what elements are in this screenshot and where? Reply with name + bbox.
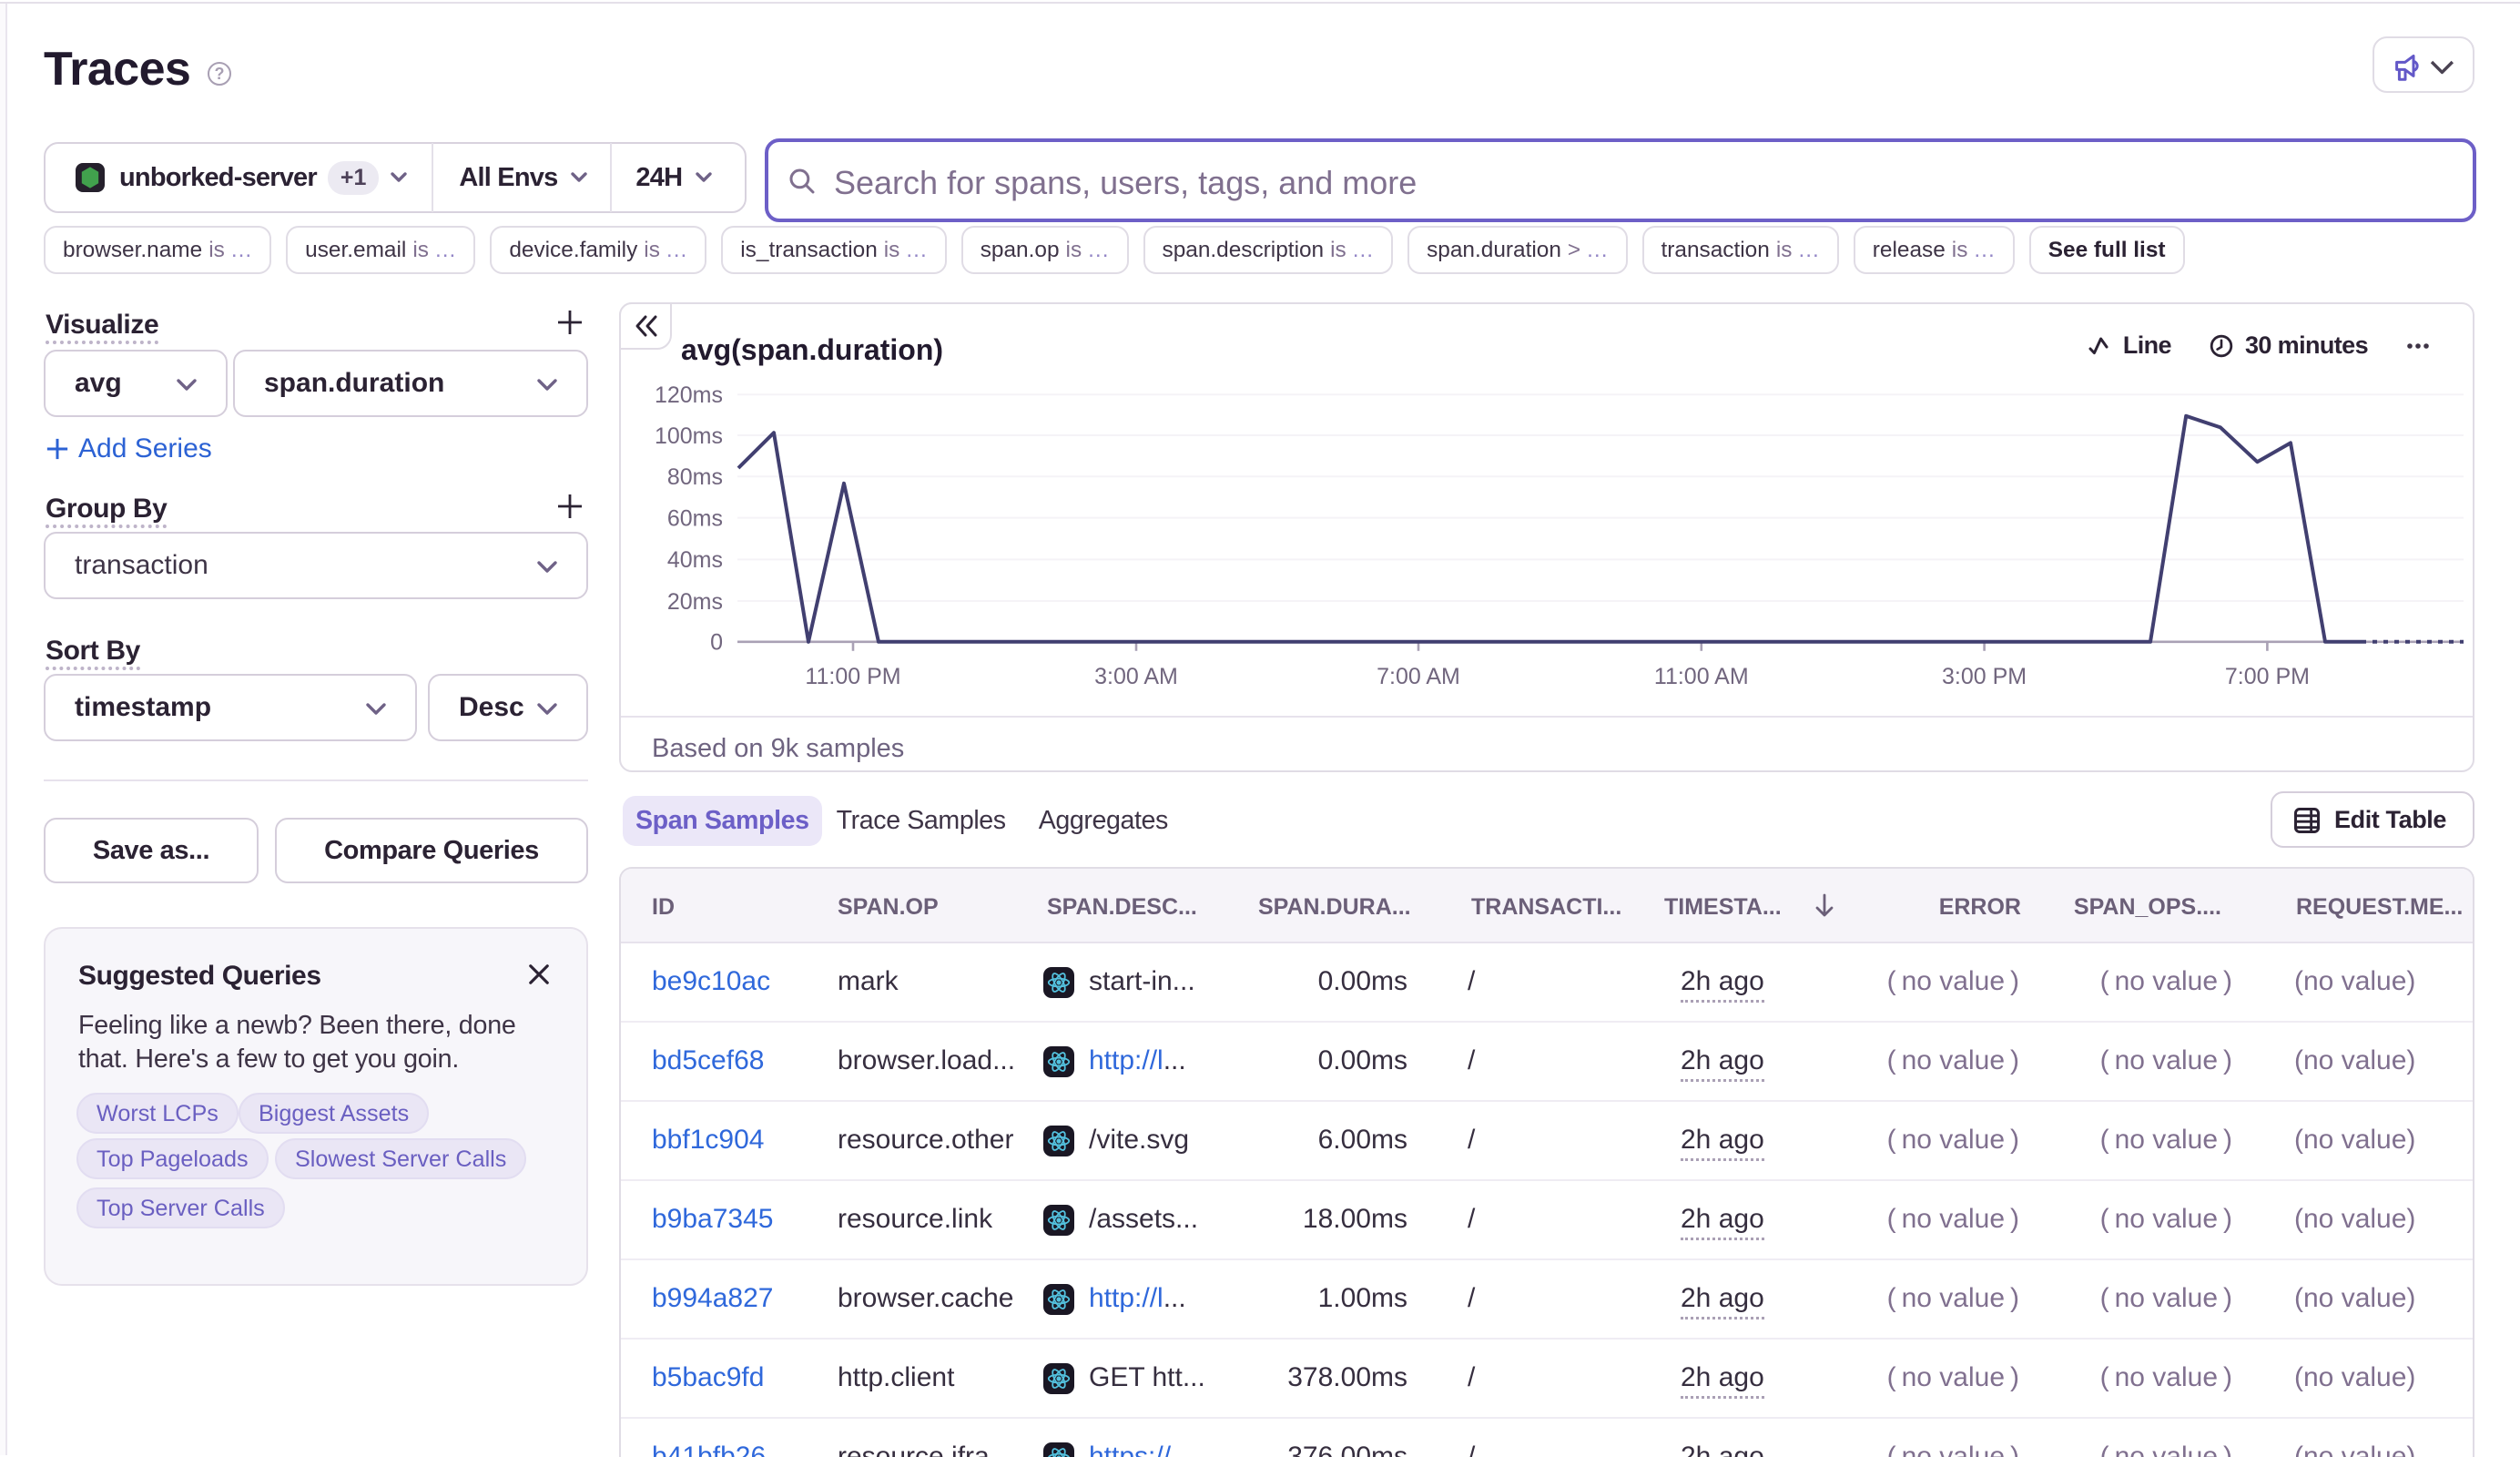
svg-text:7:00 AM: 7:00 AM: [1377, 664, 1460, 689]
svg-text:7:00 PM: 7:00 PM: [2225, 664, 2310, 689]
svg-text:60ms: 60ms: [667, 505, 723, 531]
svg-text:3:00 AM: 3:00 AM: [1094, 664, 1178, 689]
svg-text:0: 0: [710, 630, 723, 656]
svg-text:3:00 PM: 3:00 PM: [1942, 664, 2027, 689]
svg-text:120ms: 120ms: [655, 382, 723, 408]
svg-text:11:00 AM: 11:00 AM: [1654, 664, 1749, 689]
svg-text:100ms: 100ms: [655, 423, 723, 449]
svg-text:80ms: 80ms: [667, 464, 723, 490]
svg-text:11:00 PM: 11:00 PM: [805, 664, 900, 689]
svg-text:40ms: 40ms: [667, 547, 723, 573]
svg-text:20ms: 20ms: [667, 589, 723, 615]
